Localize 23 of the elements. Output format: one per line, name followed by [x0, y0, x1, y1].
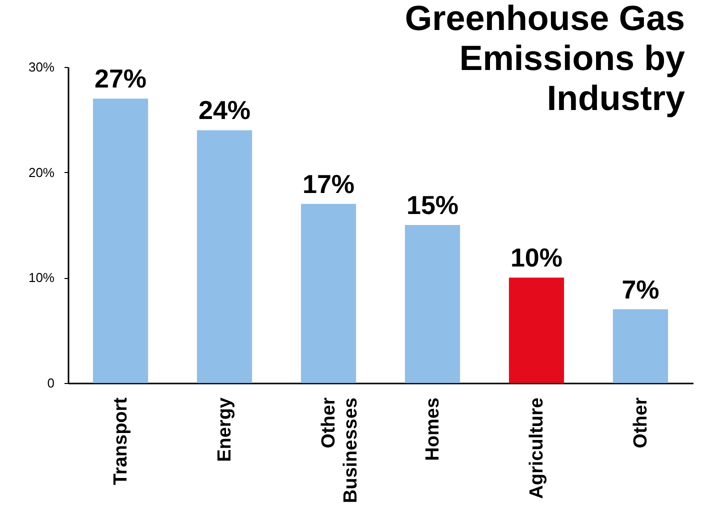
x-tick-label: Other [630, 396, 652, 448]
bar [300, 204, 356, 383]
y-tick-label: 0 [47, 376, 54, 390]
bar [404, 225, 460, 383]
bar [92, 98, 148, 383]
bar [508, 278, 564, 383]
bar [612, 309, 668, 383]
x-tick-label: Homes [422, 398, 444, 461]
y-tick-label: 20% [28, 164, 55, 180]
bar [196, 130, 252, 383]
chart-title: Greenhouse Gas Emissions by Industry [404, 0, 686, 118]
data-label: 7% [622, 274, 660, 304]
data-label: 27% [94, 64, 147, 94]
x-tick-label: Transport [110, 396, 132, 486]
y-tick-label: 10% [28, 270, 55, 286]
x-tick-label: Agriculture [526, 398, 548, 499]
x-tick-label: Other Businesses [318, 396, 362, 504]
data-label: 24% [198, 95, 251, 126]
data-label: 15% [406, 190, 459, 220]
data-label: 17% [302, 168, 355, 199]
y-tick-label: 30% [28, 60, 55, 74]
x-tick-label: Energy [214, 397, 236, 462]
data-label: 10% [510, 242, 563, 273]
